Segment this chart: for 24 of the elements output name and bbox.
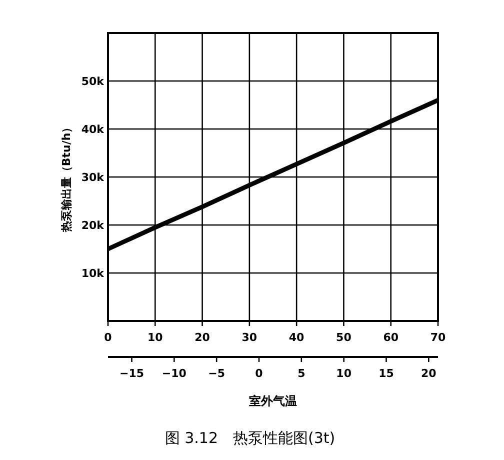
text: 图 3.12 热泵性能图(3t): [164, 429, 336, 447]
y-tick-label: 50k: [81, 75, 105, 88]
y-tick-label: 40k: [81, 123, 105, 136]
x2-tick-label: 5: [298, 367, 306, 380]
x-tick-label: 40: [288, 331, 305, 344]
x-axis-title: 室外气温: [249, 394, 297, 408]
x2-tick-label: 20: [421, 367, 437, 380]
x-tick-label: 30: [242, 331, 258, 344]
x-tick-label: 60: [383, 331, 399, 344]
x2-tick-label: −5: [208, 367, 226, 380]
y-axis-title: 热泵输出量（Btu/h）: [60, 122, 73, 234]
x-tick-label: 0: [104, 331, 112, 344]
x2-tick-label: 0: [255, 367, 264, 380]
x2-tick-label: −10: [162, 367, 187, 380]
x-tick-label: 10: [147, 331, 164, 344]
y-tick-label: 30k: [81, 171, 105, 184]
x-tick-label: 70: [430, 331, 446, 344]
y-tick-label: 20k: [81, 219, 105, 232]
x-tick-label: 50: [336, 331, 352, 344]
x2-tick-label: 10: [336, 367, 352, 380]
y-tick-label: 10k: [81, 267, 105, 280]
x2-tick-label: −15: [119, 367, 144, 380]
x2-tick-label: 15: [378, 367, 394, 380]
x-tick-label: 20: [194, 331, 210, 344]
